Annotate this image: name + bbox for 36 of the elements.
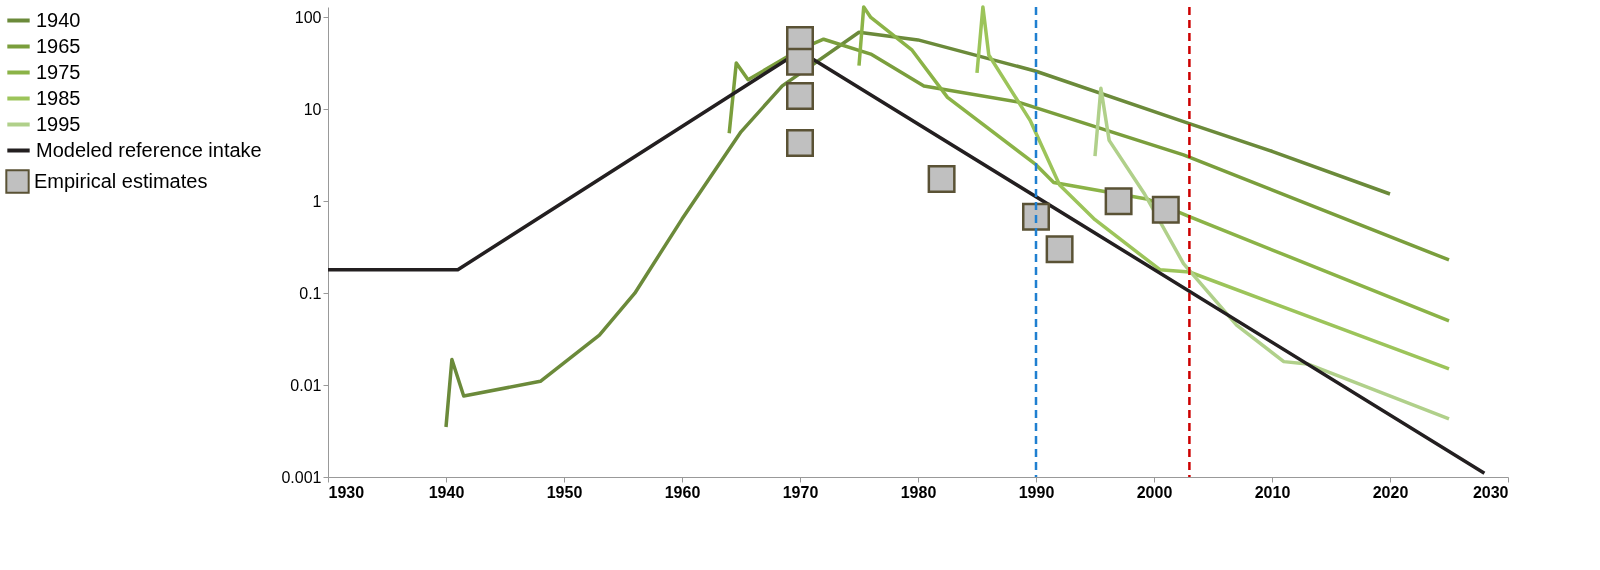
x-tick-label: 1930: [328, 483, 365, 501]
x-tick-label: 2030: [1472, 483, 1509, 501]
point: [1151, 195, 1180, 224]
legend-label: 1940: [36, 8, 81, 31]
point: [927, 164, 956, 193]
point: [1045, 235, 1074, 264]
point: [1104, 187, 1133, 216]
point: [786, 47, 814, 76]
legend-label: 1965: [36, 34, 81, 57]
y-tick-label: 0.001: [281, 468, 322, 486]
x-tick-label: 1980: [900, 483, 937, 501]
x-tick-label: 1970: [782, 483, 819, 501]
x-tick-label: 1950: [546, 483, 583, 501]
y-tick-label: 1: [312, 192, 322, 210]
y-tick-label: 10: [303, 100, 322, 118]
point: [1022, 202, 1050, 231]
line-series: [975, 5, 1451, 371]
x-tick-label: 2020: [1372, 483, 1409, 501]
legend-label: 1995: [36, 112, 81, 135]
line-series: [444, 30, 1392, 429]
x-tick-label: 2000: [1136, 483, 1173, 501]
point: [786, 81, 814, 110]
x-tick-label: 1940: [428, 483, 465, 501]
line-series: [1093, 86, 1451, 421]
y-tick-label: 100: [294, 8, 322, 26]
x-tick-label: 1990: [1018, 483, 1055, 501]
legend-label: 1985: [36, 86, 81, 109]
point: [786, 129, 814, 158]
line-series: [727, 37, 1451, 262]
x-tick-label: 2010: [1254, 483, 1291, 501]
legend-label: Modeled reference intake: [36, 138, 262, 161]
y-tick-label: 0.1: [299, 284, 322, 302]
legend-label: 1975: [36, 60, 81, 83]
y-tick-label: 0.01: [290, 376, 322, 394]
legend-label: Empirical estimates: [34, 169, 208, 192]
x-tick-label: 1960: [664, 483, 701, 501]
